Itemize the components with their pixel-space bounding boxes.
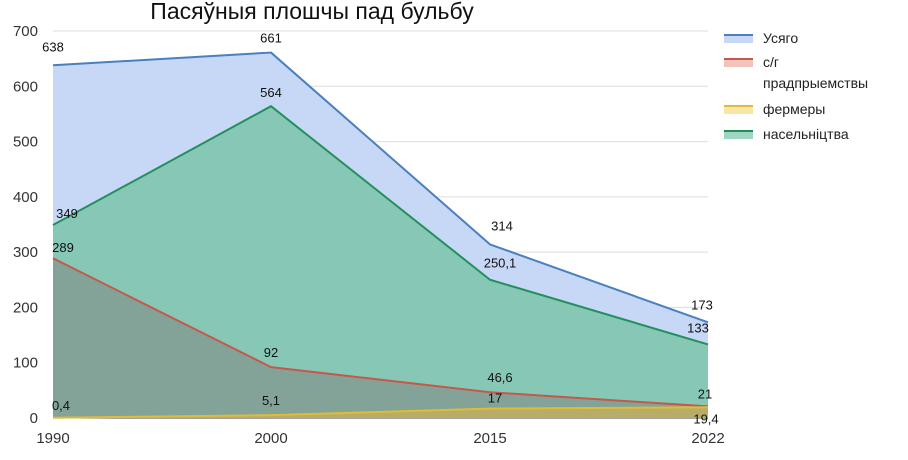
x-axis: 1990 2000 2015 2022 bbox=[36, 430, 724, 447]
series-lines bbox=[52, 51, 709, 419]
legend-label-1-1: прадпрыемствы bbox=[763, 75, 868, 91]
line-усяго bbox=[52, 51, 709, 324]
legend-swatch-2 bbox=[724, 105, 753, 114]
data-label-усяго-2015: 314 bbox=[491, 218, 513, 233]
line-фермеры bbox=[52, 406, 709, 419]
legend: Усяго с/г прадпрыемствы фермеры насельніцтва bbox=[724, 30, 868, 142]
data-label-фермеры-2000: 5,1 bbox=[262, 393, 280, 408]
data-label-насельніцтва-2015: 250,1 bbox=[484, 256, 517, 271]
legend-swatch-1 bbox=[724, 58, 753, 67]
y-tick-300: 300 bbox=[13, 244, 38, 261]
data-labels: 638 661 314 173 349 564 250,1 133 289 92 46,6 21 0,4… bbox=[42, 31, 719, 427]
data-label-усяго-2000: 661 bbox=[260, 31, 282, 46]
legend-label-0-0: Усяго bbox=[763, 30, 798, 46]
x-tick-1990: 1990 bbox=[36, 430, 69, 447]
x-tick-2000: 2000 bbox=[254, 430, 287, 447]
data-label-насельніцтва-1990: 349 bbox=[56, 206, 78, 221]
legend-swatch-3 bbox=[724, 130, 753, 139]
data-label-фермеры-2015: 17 bbox=[488, 391, 502, 406]
data-label-фермеры-2022: 19,4 bbox=[693, 411, 718, 426]
data-label-насельніцтва-2022: 133 bbox=[687, 320, 709, 335]
area-fills bbox=[53, 52, 708, 418]
y-tick-700: 700 bbox=[13, 23, 38, 40]
area-с-г-прадпрыемствы bbox=[53, 258, 708, 418]
data-label-с-г-прадпрыемствы-1990: 289 bbox=[52, 240, 74, 255]
y-tick-0: 0 bbox=[30, 410, 38, 427]
x-tick-2015: 2015 bbox=[473, 430, 506, 447]
data-label-с-г-прадпрыемствы-2000: 92 bbox=[264, 345, 278, 360]
y-tick-400: 400 bbox=[13, 189, 38, 206]
data-label-с-г-прадпрыемствы-2015: 46,6 bbox=[487, 370, 512, 385]
legend-label-1-0: с/г bbox=[763, 54, 779, 70]
legend-swatch-0 bbox=[724, 34, 753, 43]
x-tick-2022: 2022 bbox=[691, 430, 724, 447]
data-label-усяго-2022: 173 bbox=[691, 297, 713, 312]
data-label-усяго-1990: 638 bbox=[42, 39, 64, 54]
line-с-г-прадпрыемствы bbox=[52, 257, 709, 408]
legend-label-2-0: фермеры bbox=[763, 101, 825, 117]
y-tick-200: 200 bbox=[13, 299, 38, 316]
y-axis: 0 100 200 300 400 500 600 700 bbox=[13, 23, 38, 427]
data-label-насельніцтва-2000: 564 bbox=[260, 85, 282, 100]
data-label-фермеры-1990: 0,4 bbox=[52, 398, 70, 413]
y-tick-100: 100 bbox=[13, 355, 38, 372]
y-tick-500: 500 bbox=[13, 134, 38, 151]
chart-title: Пасяўныя плошчы пад бульбу bbox=[150, 0, 474, 24]
y-tick-600: 600 bbox=[13, 78, 38, 95]
line-насельніцтва bbox=[52, 105, 709, 346]
data-label-с-г-прадпрыемствы-2022: 21 bbox=[698, 386, 712, 401]
legend-label-3-0: насельніцтва bbox=[763, 126, 849, 142]
